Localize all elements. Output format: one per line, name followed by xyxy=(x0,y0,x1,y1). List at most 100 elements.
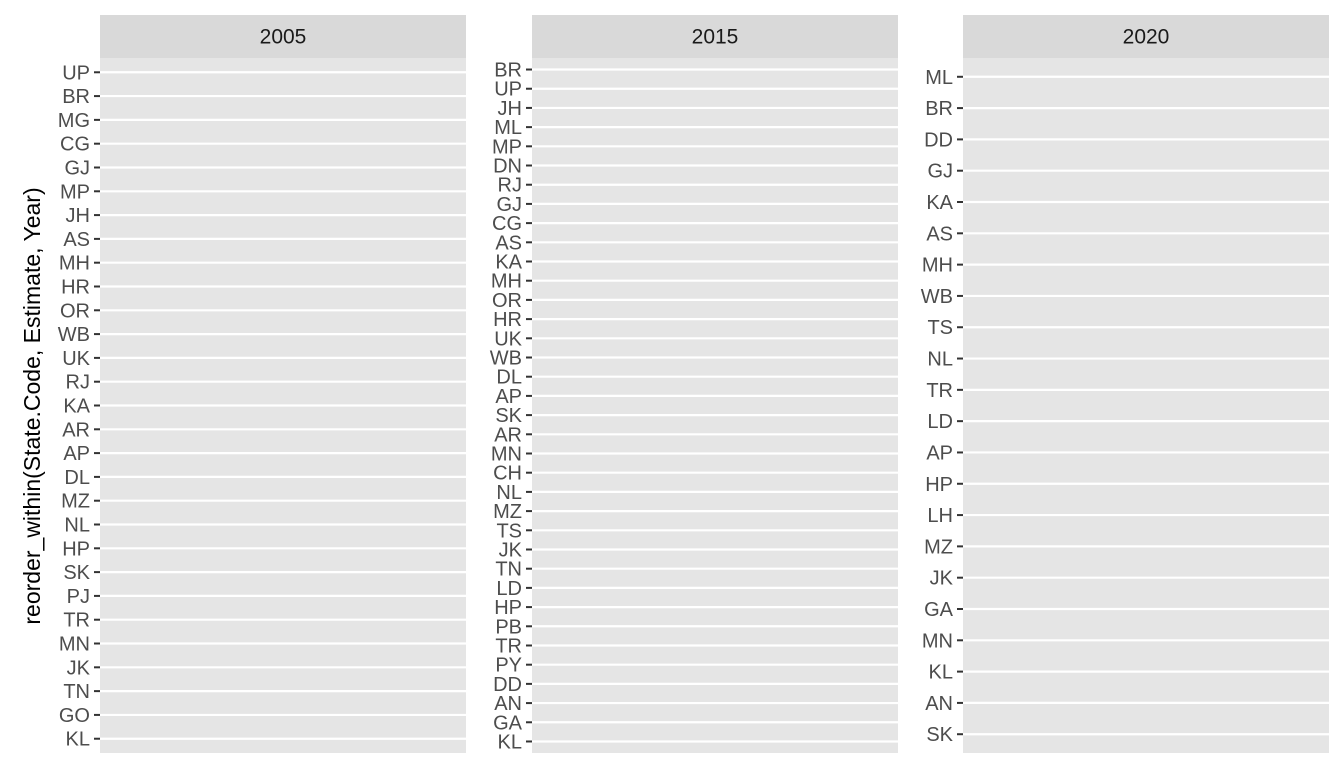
facet-2015: 2015 BRUPJHMLMPDNRJGJCGASKAMHORHRUKWBDLAP… xyxy=(490,15,898,753)
y-tick-label: ML xyxy=(925,67,953,89)
y-tick-label: HR xyxy=(493,309,522,331)
y-tick-label: DD xyxy=(493,674,522,696)
y-tick-label: HP xyxy=(62,538,90,560)
y-tick-label: KA xyxy=(926,192,953,214)
y-tick-label: PY xyxy=(495,655,522,677)
panel-background xyxy=(532,58,898,753)
y-tick-label: PJ xyxy=(67,586,90,608)
y-tick-label: UP xyxy=(62,62,90,84)
y-tick-label: TS xyxy=(496,520,522,542)
y-tick-label: ML xyxy=(494,117,522,139)
y-tick-label: OR xyxy=(60,300,90,322)
y-tick-label: GA xyxy=(924,599,954,621)
y-tick-label: BR xyxy=(62,86,90,108)
panel-background xyxy=(963,58,1329,753)
y-tick-label: KL xyxy=(66,729,90,751)
facet-strip xyxy=(100,15,466,58)
y-tick-label: MH xyxy=(922,255,953,277)
y-tick-label: AS xyxy=(63,229,90,251)
y-tick-label: RJ xyxy=(66,372,90,394)
y-tick-label: TN xyxy=(495,559,522,581)
y-tick-label: OR xyxy=(492,290,522,312)
y-tick-label: DL xyxy=(496,367,522,389)
y-tick-label: SK xyxy=(926,724,953,746)
y-tick-label: TN xyxy=(63,681,90,703)
y-tick-label: UP xyxy=(494,79,522,101)
y-tick-label: JK xyxy=(930,568,954,590)
y-tick-label: GJ xyxy=(496,194,522,216)
facet-strip-label: 2005 xyxy=(260,26,307,49)
y-tick-label: NL xyxy=(496,482,522,504)
facet-2005: 2005 UPBRMGCGGJMPJHASMHHRORWBUKRJKAARAPDL… xyxy=(58,15,466,753)
y-tick-label: MN xyxy=(491,443,522,465)
y-tick-label: WB xyxy=(490,348,522,370)
y-tick-label: AP xyxy=(495,386,522,408)
y-tick-label: WB xyxy=(921,286,953,308)
y-tick-label: MN xyxy=(922,630,953,652)
y-tick-label: CG xyxy=(492,213,522,235)
y-tick-label: MH xyxy=(59,253,90,275)
y-tick-label: DD xyxy=(924,129,953,151)
y-tick-label: AN xyxy=(925,693,953,715)
y-tick-label: PB xyxy=(495,616,522,638)
y-tick-label: BR xyxy=(494,60,522,82)
y-tick-label: AN xyxy=(494,693,522,715)
facet-strip-label: 2020 xyxy=(1123,26,1170,49)
y-tick-label: MG xyxy=(58,110,90,132)
y-tick-label: HP xyxy=(925,474,953,496)
y-tick-label: SK xyxy=(63,562,90,584)
y-axis-label: reorder_within(State.Code, Estimate, Yea… xyxy=(19,187,45,624)
y-tick-label: KA xyxy=(495,252,522,274)
y-tick-label: TR xyxy=(926,380,953,402)
y-tick-label: CH xyxy=(493,463,522,485)
y-tick-label: GO xyxy=(59,705,90,727)
y-tick-label: KL xyxy=(498,731,522,753)
y-tick-label: MP xyxy=(492,136,522,158)
y-tick-label: AR xyxy=(494,424,522,446)
facet-strip xyxy=(963,15,1329,58)
y-tick-label: UK xyxy=(62,348,90,370)
y-tick-label: AP xyxy=(926,442,953,464)
y-tick-label: AS xyxy=(495,232,522,254)
y-tick-label: AR xyxy=(62,419,90,441)
y-tick-label: GJ xyxy=(927,161,953,183)
y-tick-label: GJ xyxy=(64,157,90,179)
facet-strip xyxy=(532,15,898,58)
y-tick-label: HR xyxy=(61,276,90,298)
y-tick-label: TS xyxy=(927,317,953,339)
y-tick-label: MZ xyxy=(493,501,522,523)
facet-2020: 2020 ML BR DD GJ KA AS MH WB TS NL TR LD AP HP LH MZ JK GA… xyxy=(921,15,1329,753)
y-tick-label: TR xyxy=(63,610,90,632)
y-tick-label: MN xyxy=(59,634,90,656)
y-tick-label: MH xyxy=(491,271,522,293)
y-tick-label: NL xyxy=(927,349,953,371)
y-tick-label: UK xyxy=(494,328,522,350)
y-tick-label: AP xyxy=(63,443,90,465)
y-tick-label: DL xyxy=(64,467,90,489)
y-tick-label: WB xyxy=(58,324,90,346)
y-tick-label: LD xyxy=(496,578,522,600)
y-tick-label: MZ xyxy=(61,491,90,513)
y-tick-label: KA xyxy=(63,396,90,418)
y-tick-label: JK xyxy=(67,657,91,679)
y-tick-label: DN xyxy=(493,156,522,178)
y-tick-label: AS xyxy=(926,223,953,245)
y-tick-label: KL xyxy=(929,662,953,684)
y-tick-label: JK xyxy=(499,539,523,561)
y-tick-label: LH xyxy=(927,505,953,527)
y-tick-label: MZ xyxy=(924,536,953,558)
y-tick-label: HP xyxy=(494,597,522,619)
y-tick-label: RJ xyxy=(498,175,522,197)
y-tick-label: GA xyxy=(493,712,523,734)
y-tick-label: CG xyxy=(60,134,90,156)
y-tick-label: BR xyxy=(925,98,953,120)
facet-panels: 2005UPBRMGCGGJMPJHASMHHRORWBUKRJKAARAPDL… xyxy=(58,15,1329,753)
y-tick-label: LD xyxy=(927,411,953,433)
y-tick-label: JH xyxy=(66,205,90,227)
y-tick-label: TR xyxy=(495,635,522,657)
facet-strip-label: 2015 xyxy=(692,26,739,49)
y-tick-label: NL xyxy=(64,515,90,537)
y-tick-label: MP xyxy=(60,181,90,203)
y-tick-label: JH xyxy=(498,98,522,120)
